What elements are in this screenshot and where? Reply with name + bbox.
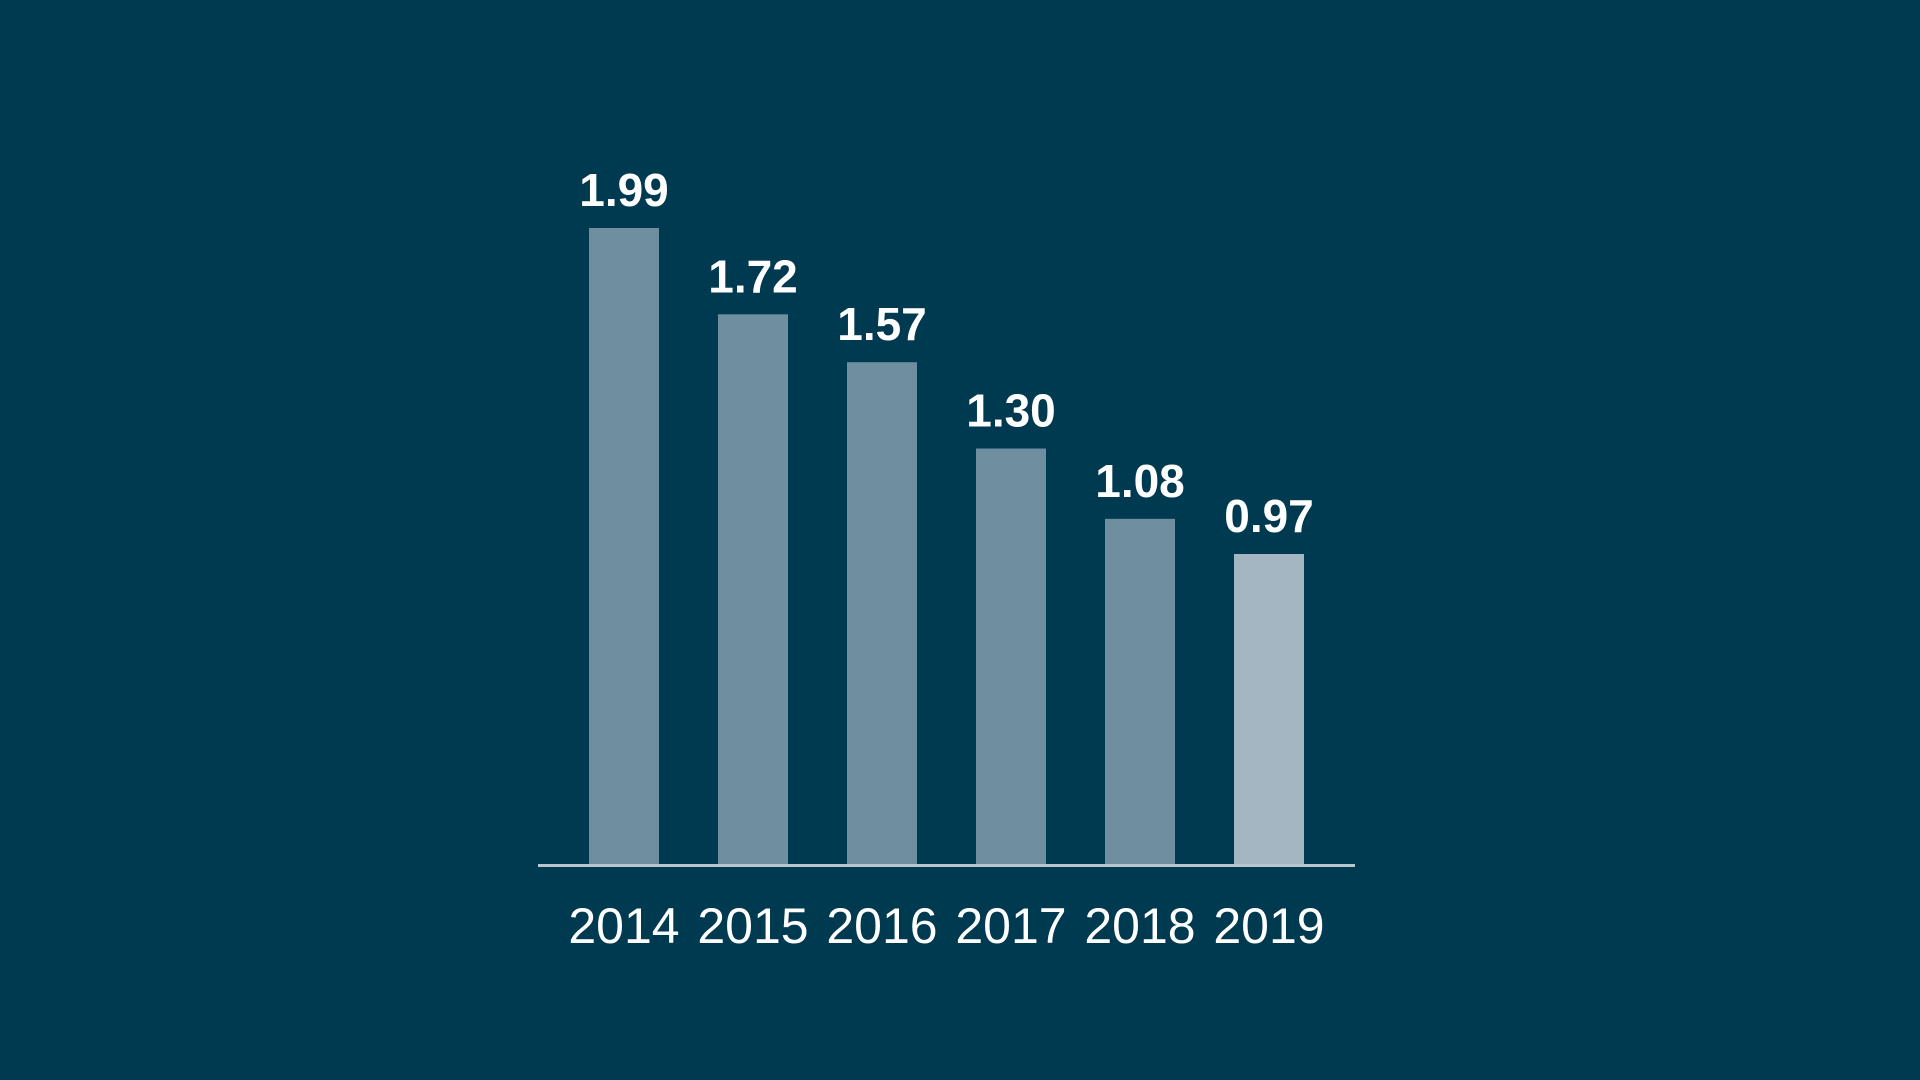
tick-labels-layer: 2014 2015 2016 2017 2018 2019: [568, 898, 1324, 954]
tick-label-2017: 2017: [955, 898, 1066, 954]
tick-label-2018: 2018: [1084, 898, 1195, 954]
tick-label-2014: 2014: [568, 898, 679, 954]
bar-2014: [589, 228, 659, 864]
value-labels-layer: 1.99 1.72 1.57 1.30 1.08 0.97: [579, 164, 1314, 542]
bar-2015: [718, 314, 788, 864]
value-label-2018: 1.08: [1095, 455, 1185, 507]
bar-2018: [1105, 518, 1175, 864]
tick-label-2016: 2016: [826, 898, 937, 954]
tick-label-2015: 2015: [697, 898, 808, 954]
bar-2019: [1234, 553, 1304, 864]
value-label-2015: 1.72: [708, 250, 798, 302]
value-label-2016: 1.57: [837, 298, 927, 350]
tick-label-2019: 2019: [1213, 898, 1324, 954]
bar-2016: [847, 362, 917, 864]
bar-2017: [976, 448, 1046, 864]
value-label-2017: 1.30: [966, 385, 1056, 437]
value-label-2014: 1.99: [579, 164, 669, 216]
value-label-2019: 0.97: [1224, 490, 1314, 542]
bars-layer: [589, 228, 1304, 864]
